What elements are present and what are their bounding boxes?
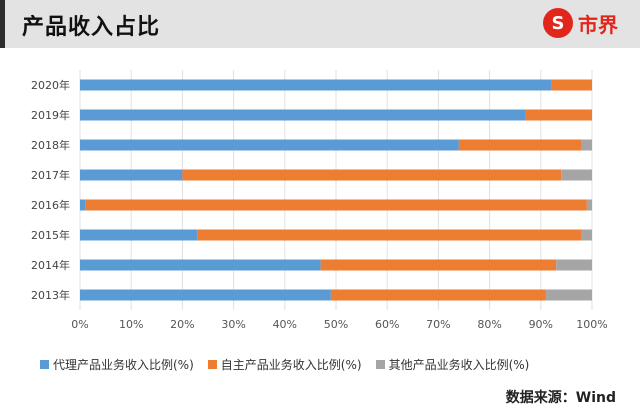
bar-segment — [80, 199, 86, 211]
bar-segment — [85, 199, 587, 211]
brand-logo: S 市界 — [543, 8, 618, 38]
bar-segment — [80, 259, 321, 271]
data-source: 数据来源：Wind — [505, 390, 616, 406]
legend-swatch-own — [207, 360, 217, 369]
x-tick-label: 50% — [324, 318, 348, 331]
y-tick-label: 2015年 — [31, 228, 70, 242]
bar-segment — [525, 109, 592, 121]
bar-segment — [556, 259, 592, 271]
bar-segment — [80, 169, 183, 181]
bar-segment — [581, 229, 592, 241]
logo-text: 市界 — [578, 12, 618, 37]
x-tick-label: 100% — [576, 318, 607, 331]
bar-segment — [197, 229, 582, 241]
x-tick-label: 0% — [71, 318, 88, 331]
bar-segment — [458, 139, 582, 151]
legend-item-other: 其他产品业务收入比例(%) — [375, 356, 530, 373]
legend-label-agency: 代理产品业务收入比例(%) — [53, 358, 194, 372]
header-accent — [0, 0, 5, 48]
chart-legend: 代理产品业务收入比例(%) 自主产品业务收入比例(%) 其他产品业务收入比例(%… — [40, 356, 529, 373]
legend-label-other: 其他产品业务收入比例(%) — [388, 358, 530, 372]
bar-segment — [80, 229, 198, 241]
bar-segment — [551, 79, 592, 91]
bar-segment — [80, 139, 459, 151]
x-tick-label: 40% — [273, 318, 297, 331]
bar-segment — [586, 199, 592, 211]
bar-segment — [80, 79, 552, 91]
bar-segment — [80, 289, 331, 301]
y-tick-label: 2014年 — [31, 258, 70, 272]
bar-segment — [561, 169, 592, 181]
bar-segment — [320, 259, 557, 271]
y-tick-label: 2016年 — [31, 198, 70, 212]
x-tick-label: 70% — [426, 318, 450, 331]
y-tick-label: 2017年 — [31, 168, 70, 182]
x-tick-label: 90% — [529, 318, 553, 331]
y-tick-label: 2018年 — [31, 138, 70, 152]
page-title: 产品收入占比 — [22, 15, 161, 40]
stacked-bar-chart: 0% 10% 20% 30% 40% 50% 60% 70% 80% 90% 100% 2020年 20… — [31, 70, 608, 331]
legend-swatch-other — [375, 360, 385, 369]
y-tick-label: 2020年 — [31, 78, 70, 92]
x-tick-label: 30% — [221, 318, 245, 331]
legend-label-own: 自主产品业务收入比例(%) — [220, 358, 362, 372]
y-tick-label: 2013年 — [31, 288, 70, 302]
y-tick-label: 2019年 — [31, 108, 70, 122]
x-tick-label: 80% — [477, 318, 501, 331]
legend-item-own: 自主产品业务收入比例(%) — [207, 356, 362, 373]
legend-swatch-agency — [40, 360, 49, 369]
header-bar: 产品收入占比 S 市界 — [0, 0, 640, 48]
logo-mark: S — [543, 8, 573, 38]
bar-segment — [545, 289, 592, 301]
bar-segment — [182, 169, 562, 181]
x-tick-label: 60% — [375, 318, 399, 331]
bar-segment — [80, 109, 526, 121]
x-tick-label: 10% — [119, 318, 143, 331]
legend-item-agency: 代理产品业务收入比例(%) — [40, 356, 194, 373]
bar-segment — [581, 139, 592, 151]
bar-segment — [330, 289, 546, 301]
x-tick-label: 20% — [170, 318, 194, 331]
